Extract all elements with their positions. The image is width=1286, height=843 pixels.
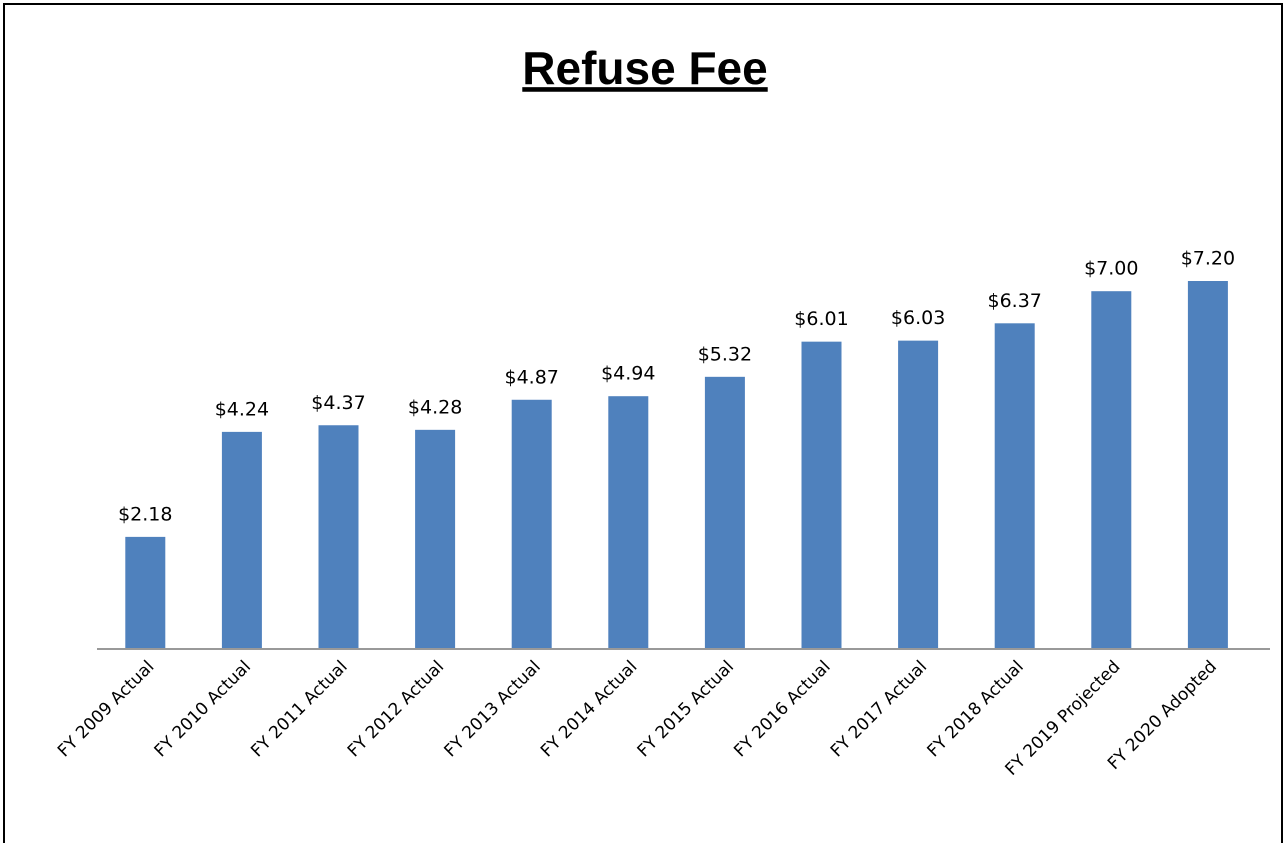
bar [898,340,939,648]
bar [125,536,166,648]
x-tick-label: FY 2016 Actual [730,657,834,761]
x-tick-label: FY 2010 Actual [151,657,255,761]
value-label: $4.28 [408,396,462,418]
x-tick-label: FY 2011 Actual [247,657,351,761]
bar [1091,291,1132,648]
x-tick-label: FY 2014 Actual [537,657,641,761]
bar [608,396,649,648]
x-tick-label: FY 2015 Actual [634,657,738,761]
bar [994,323,1035,648]
chart-title: Refuse Fee [522,42,767,94]
value-label: $5.32 [698,343,752,365]
value-label: $7.00 [1084,258,1138,280]
bar [318,425,359,648]
chart-frame [3,3,1283,843]
value-label: $7.20 [1181,248,1235,270]
x-tick-label: FY 2020 Adopted [1104,657,1221,774]
bar [704,376,745,648]
x-tick-label: FY 2017 Actual [827,657,931,761]
value-label: $2.18 [118,503,172,525]
value-label: $6.01 [794,308,848,330]
value-label: $6.37 [987,290,1041,312]
bar [415,429,456,648]
value-label: $4.87 [504,366,558,388]
bar [1187,281,1228,648]
value-label: $6.03 [891,307,945,329]
x-tick-label: FY 2009 Actual [54,657,158,761]
bar [511,399,552,648]
value-label: $4.94 [601,363,655,385]
value-label: $4.37 [311,392,365,414]
x-tick-label: FY 2018 Actual [923,657,1027,761]
bar [801,341,842,648]
x-tick-label: FY 2013 Actual [440,657,544,761]
value-label: $4.24 [215,398,269,420]
x-tick-label: FY 2012 Actual [344,657,448,761]
bar [221,431,262,648]
